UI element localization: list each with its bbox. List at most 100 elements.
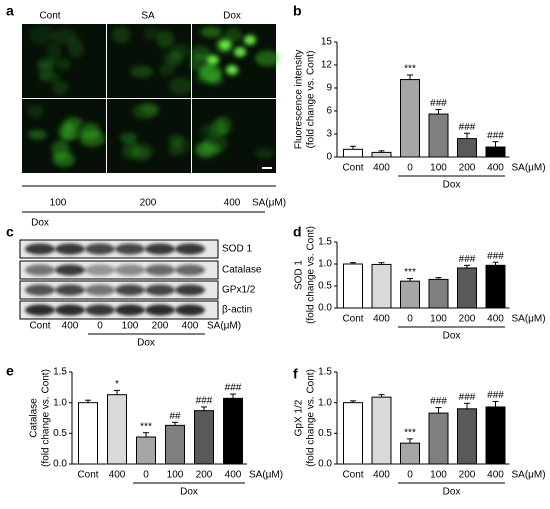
cell xyxy=(52,28,77,45)
x-tick-label: 200 xyxy=(459,314,476,325)
blot-band xyxy=(55,243,85,255)
band-label: GPx1/2 xyxy=(222,285,256,296)
x-tick-label: 100 xyxy=(430,470,447,481)
x-tick-label: 400 xyxy=(109,470,126,481)
bar xyxy=(400,79,420,158)
significance: ### xyxy=(459,392,476,403)
bar xyxy=(165,424,185,465)
y-tick-label: 3 xyxy=(326,129,332,140)
y-tick-label: 0.5 xyxy=(318,428,332,439)
group-label: Dox xyxy=(443,331,461,342)
lane-label: 200 xyxy=(152,321,169,332)
x-tick-label: 400 xyxy=(373,163,390,174)
bar xyxy=(457,267,477,309)
micrograph xyxy=(189,24,280,98)
group-label: Dox xyxy=(443,487,461,498)
cell xyxy=(216,116,232,136)
cell xyxy=(79,130,106,147)
y-tick-label: 6 xyxy=(326,106,332,117)
x-tick-label: 400 xyxy=(487,163,504,174)
cell xyxy=(200,26,222,38)
bar xyxy=(428,113,449,158)
unit-label: SA(μM) xyxy=(512,314,546,325)
significance: ### xyxy=(487,251,504,262)
micrograph xyxy=(192,99,276,173)
y-tick-label: 0.0 xyxy=(53,459,67,470)
bright-cell xyxy=(244,35,256,45)
x-tick-label: 200 xyxy=(459,470,476,481)
blot-band xyxy=(145,284,175,296)
panel-letter: e xyxy=(6,363,14,379)
blot-band xyxy=(115,243,145,255)
group-label: Dox xyxy=(443,180,461,191)
micrograph xyxy=(22,99,106,173)
significance: ## xyxy=(169,411,181,422)
bar xyxy=(428,412,449,465)
blot-band xyxy=(55,264,85,276)
x-tick-label: 100 xyxy=(430,314,447,325)
bar xyxy=(194,410,214,465)
blot-band xyxy=(115,284,145,296)
panel-letter: d xyxy=(293,224,302,240)
x-tick-label: 0 xyxy=(407,163,413,174)
blot-band xyxy=(175,264,205,276)
cell xyxy=(52,152,75,167)
x-tick-label: 400 xyxy=(373,470,390,481)
y-tick-label: 15 xyxy=(321,37,333,48)
group-label: Dox xyxy=(137,338,155,349)
y-tick-label: 0.5 xyxy=(318,281,332,292)
micrograph xyxy=(22,24,106,98)
blot-band xyxy=(145,264,175,276)
lane-label: 400 xyxy=(224,198,241,209)
column-title: Cont xyxy=(39,11,60,22)
band-label: Catalase xyxy=(222,265,262,276)
cell xyxy=(52,80,69,95)
x-tick-label: 200 xyxy=(459,163,476,174)
bar xyxy=(223,397,243,465)
y-axis-label: GpX 1/2 xyxy=(294,399,305,436)
column-title: Dox xyxy=(223,11,241,22)
bar xyxy=(371,396,392,465)
bar xyxy=(343,148,363,158)
x-tick-label: 400 xyxy=(487,470,504,481)
cell xyxy=(140,103,160,115)
cell xyxy=(168,134,184,146)
cell xyxy=(158,63,175,76)
band-label: SOD 1 xyxy=(222,244,252,255)
unit-label: SA(μM) xyxy=(512,470,546,481)
cell xyxy=(162,51,182,65)
cell xyxy=(168,77,194,95)
cell xyxy=(119,132,138,143)
significance: *** xyxy=(404,64,416,75)
bright-cell xyxy=(219,40,231,50)
bar xyxy=(107,394,127,465)
y-tick-label: 1.0 xyxy=(53,397,67,408)
bar xyxy=(485,146,506,158)
blot-band xyxy=(25,284,55,296)
unit-label: SA(μM) xyxy=(249,470,283,481)
cell xyxy=(58,121,74,141)
y-tick-label: 12 xyxy=(321,60,333,71)
lane-label: Cont xyxy=(29,321,50,332)
significance: *** xyxy=(404,427,416,438)
bar xyxy=(457,408,477,465)
blot-band xyxy=(175,304,205,316)
lane-label: 400 xyxy=(62,321,79,332)
y-axis-label: (fold change vs. Cont) xyxy=(306,51,317,149)
unit-label: SA(μM) xyxy=(207,321,241,332)
blot-band xyxy=(85,284,115,296)
x-tick-label: Cont xyxy=(77,470,98,481)
y-tick-label: 0 xyxy=(326,152,332,163)
bar xyxy=(485,406,506,465)
micrograph xyxy=(107,24,194,98)
y-axis-label: SOD 1 xyxy=(294,260,305,290)
blot-band xyxy=(175,243,205,255)
lane-label: 200 xyxy=(140,198,157,209)
significance: ### xyxy=(459,122,476,133)
x-tick-label: 0 xyxy=(143,470,149,481)
micrograph xyxy=(107,99,191,173)
lane-label: 100 xyxy=(122,321,139,332)
significance: ### xyxy=(225,383,242,394)
y-tick-label: 0.0 xyxy=(318,459,332,470)
panel-letter: a xyxy=(6,3,14,19)
